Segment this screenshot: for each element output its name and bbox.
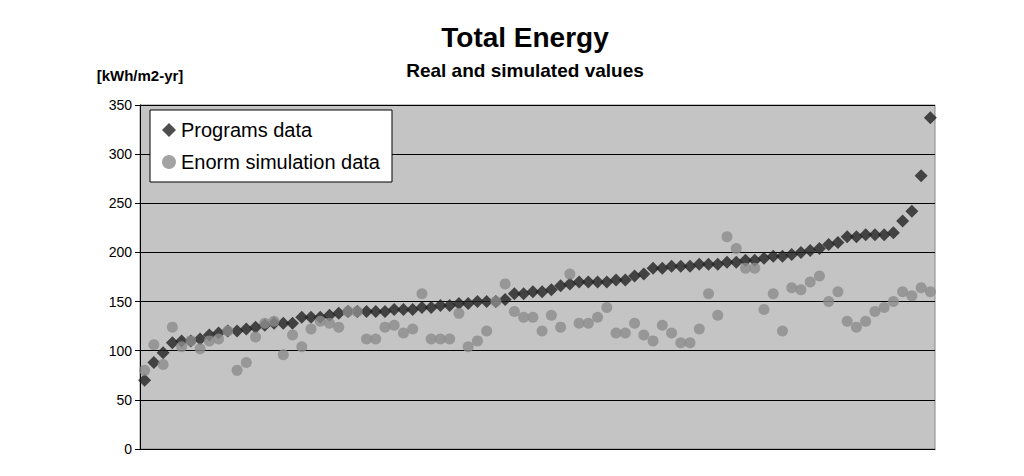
svg-text:Total Energy: Total Energy bbox=[441, 22, 609, 53]
svg-text:[kWh/m2-yr]: [kWh/m2-yr] bbox=[97, 67, 184, 84]
svg-text:200: 200 bbox=[109, 244, 133, 260]
svg-text:0: 0 bbox=[124, 441, 132, 457]
svg-text:Enorm simulation data: Enorm simulation data bbox=[181, 151, 381, 173]
svg-text:300: 300 bbox=[109, 146, 133, 162]
svg-text:Programs data: Programs data bbox=[181, 119, 313, 141]
svg-text:250: 250 bbox=[109, 195, 133, 211]
svg-text:100: 100 bbox=[109, 343, 133, 359]
svg-text:350: 350 bbox=[109, 97, 133, 113]
svg-text:50: 50 bbox=[116, 392, 132, 408]
svg-text:Real and simulated values: Real and simulated values bbox=[406, 60, 644, 81]
svg-text:150: 150 bbox=[109, 294, 133, 310]
